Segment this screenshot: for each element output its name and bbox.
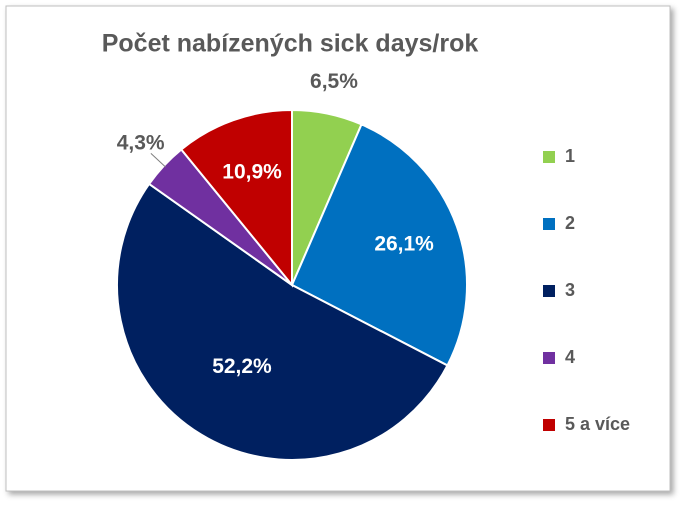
legend-label: 3 <box>565 280 575 300</box>
legend-label: 5 a více <box>565 414 630 434</box>
legend-swatch <box>543 218 555 230</box>
legend-swatch <box>543 419 555 431</box>
leader-line <box>150 152 166 168</box>
legend-label: 1 <box>565 146 575 166</box>
data-label: 6,5% <box>310 70 358 93</box>
pie-slice <box>179 108 293 288</box>
data-label: 52,2% <box>212 355 272 378</box>
legend-label: 4 <box>565 347 575 367</box>
pie-slice <box>115 182 449 461</box>
data-label: 10,9% <box>222 160 282 183</box>
legend-swatch <box>543 151 555 163</box>
legend-swatch <box>543 352 555 364</box>
data-label: 4,3% <box>117 131 165 154</box>
chart-title: Počet nabízených sick days/rok <box>102 30 479 58</box>
legend-swatch <box>543 285 555 297</box>
legend-label: 2 <box>565 213 575 233</box>
data-label: 26,1% <box>374 233 434 256</box>
pie-slice <box>290 123 468 367</box>
